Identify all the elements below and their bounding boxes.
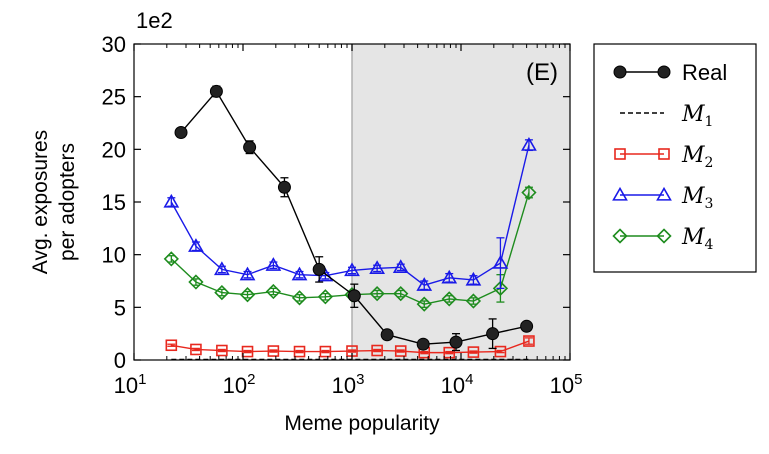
data-point [394, 345, 407, 357]
data-point [344, 262, 360, 277]
legend-marker [658, 148, 670, 160]
data-point [174, 125, 188, 139]
data-point [380, 328, 394, 342]
legend-marker [613, 65, 627, 79]
data-point [213, 261, 230, 276]
data-point [317, 289, 334, 305]
data-point [188, 238, 204, 252]
data-point [467, 346, 480, 358]
data-point [441, 291, 457, 307]
data-point [188, 274, 204, 290]
legend-entry-real: Real [613, 60, 727, 85]
data-point [239, 266, 256, 281]
legend-marker [612, 186, 628, 201]
legend-marker [614, 148, 626, 160]
legend-box [593, 43, 757, 273]
x-tick-label: 105 [550, 371, 583, 398]
data-point [369, 286, 385, 302]
y-tick-label: 20 [102, 137, 126, 162]
legend-marker [612, 228, 628, 244]
y-tick-label: 25 [102, 85, 126, 110]
data-point [371, 344, 383, 357]
legend-label: M1 [681, 102, 713, 130]
y-tick-label: 0 [114, 348, 126, 373]
shaded-region-rect [352, 44, 570, 360]
data-point [163, 193, 180, 208]
x-tick-label: 103 [332, 371, 365, 398]
legend-entry-m1: M1 [620, 102, 713, 130]
series-m3 [163, 137, 537, 291]
y-tick-label: 30 [102, 32, 126, 57]
x-tick-label: 102 [223, 371, 256, 398]
legend-label: M2 [681, 143, 713, 171]
data-point [265, 283, 282, 300]
data-point [465, 293, 482, 309]
data-point [190, 343, 202, 356]
data-point [277, 180, 291, 194]
legend: Real M1 M2 M3 M4 [593, 43, 757, 273]
data-point [449, 335, 463, 349]
data-point [239, 287, 256, 303]
data-point [416, 277, 433, 291]
x-tick-label: 104 [441, 371, 474, 398]
data-point [241, 345, 254, 358]
x-axis-title: Meme popularity [284, 412, 440, 435]
data-point [416, 296, 432, 312]
legend-label: M3 [681, 184, 713, 212]
data-point [214, 284, 230, 301]
y-axis-title-line-2: per adopters [56, 143, 79, 261]
x-tick-label: 101 [114, 371, 147, 398]
series-real [174, 84, 534, 352]
legend-entry-m4: M4 [612, 225, 714, 253]
panel-label: (E) [526, 59, 558, 86]
data-point [492, 254, 509, 269]
data-point [521, 184, 537, 201]
data-point [416, 337, 430, 351]
data-point [443, 346, 456, 359]
data-point [312, 262, 326, 276]
axis-labels: (E) 1e2 Meme popularity Avg. exposures p… [29, 8, 558, 435]
data-point [523, 335, 535, 347]
data-point [520, 319, 534, 333]
data-point [209, 84, 223, 98]
legend-marker [656, 186, 672, 201]
y-tick-label: 15 [102, 190, 126, 215]
axes: 0 5 10 15 20 25 30 101 102 103 104 105 [102, 32, 583, 398]
legend-marker [656, 228, 672, 244]
legend-label: Real [682, 60, 727, 85]
data-point [165, 339, 178, 352]
data-point [291, 290, 308, 306]
data-point [441, 269, 458, 284]
data-point [267, 345, 280, 357]
series-layer [163, 84, 537, 361]
data-point [216, 344, 228, 357]
legend-entry-m2: M2 [614, 143, 713, 171]
y-multiplier-label: 1e2 [136, 8, 173, 33]
data-point [347, 289, 361, 303]
data-point [291, 266, 308, 281]
data-point [393, 286, 409, 302]
data-point [521, 137, 537, 151]
legend-entry-m3: M3 [612, 184, 713, 212]
data-point [486, 327, 500, 341]
legend-label: M4 [681, 225, 714, 253]
y-axis-title-line-1: Avg. exposures [29, 130, 52, 274]
data-point [163, 251, 179, 267]
data-point [293, 345, 306, 358]
y-tick-label: 5 [114, 295, 126, 320]
data-point [243, 140, 257, 154]
y-tick-label: 10 [102, 243, 126, 268]
data-point [319, 345, 332, 358]
data-point [265, 257, 282, 271]
series-m2 [165, 335, 535, 359]
data-point [392, 259, 409, 273]
data-point [369, 260, 385, 275]
data-point [465, 271, 482, 286]
shaded-region [351, 44, 570, 360]
legend-marker [657, 65, 671, 79]
data-point [494, 345, 507, 358]
data-point [492, 280, 509, 297]
